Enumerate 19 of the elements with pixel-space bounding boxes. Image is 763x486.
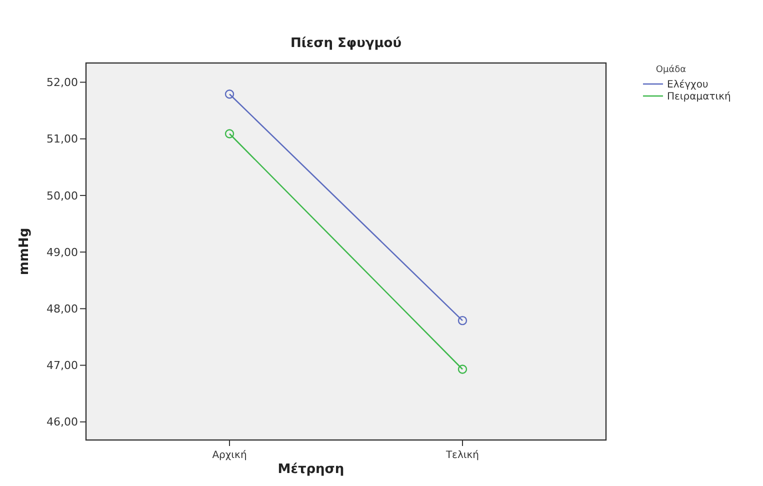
y-tick-label: 50,00 bbox=[46, 189, 78, 202]
x-tick-label: Τελική bbox=[444, 450, 480, 461]
y-tick-label: 48,00 bbox=[46, 302, 78, 316]
point bbox=[224, 90, 234, 99]
point bbox=[224, 129, 234, 138]
point bbox=[458, 316, 468, 326]
y-tick-label: 47,00 bbox=[46, 359, 78, 372]
y-tick-label: 51,00 bbox=[46, 132, 78, 146]
legend-title: Ομάδα bbox=[656, 64, 686, 75]
y-axis-title: mmHg bbox=[17, 228, 32, 276]
y-tick-label: 52,00 bbox=[46, 76, 78, 90]
legend-label: Ελέγχου bbox=[667, 80, 708, 90]
x-tick-label: Αρχική bbox=[212, 450, 247, 461]
y-tick-label: 49,00 bbox=[46, 246, 78, 259]
legend-label: Πειραματική bbox=[667, 92, 731, 102]
point bbox=[458, 364, 468, 374]
y-tick-label: 46,00 bbox=[46, 416, 78, 429]
x-axis-title: Μέτρηση bbox=[278, 462, 344, 477]
chart-title: Πίεση Σφυγμού bbox=[290, 36, 402, 51]
